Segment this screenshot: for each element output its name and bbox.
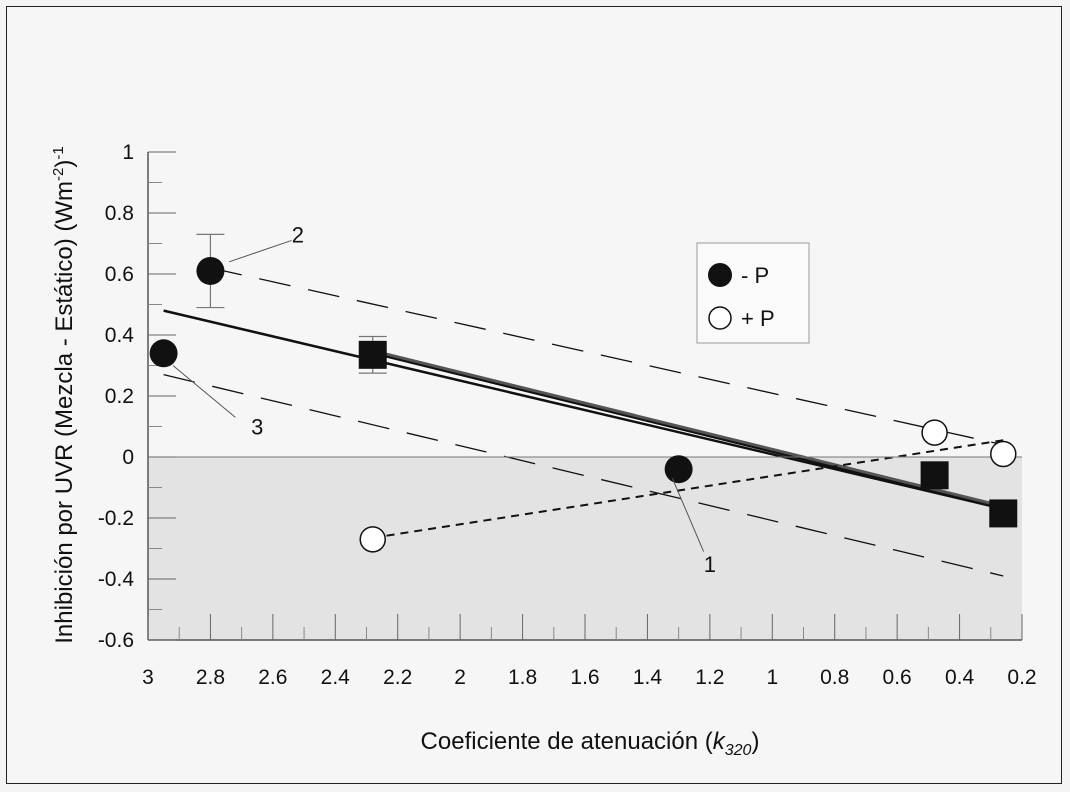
annotation-leader — [228, 239, 292, 263]
y-tick-label: -0.6 — [98, 629, 134, 652]
data-point-plus-p — [990, 440, 1017, 468]
fit-line-regression — [163, 309, 1004, 511]
data-point-minus-p — [196, 256, 225, 285]
annotation-label-1: 1 — [704, 552, 716, 577]
x-tick-label: 2.8 — [196, 666, 225, 689]
annotation-leader — [172, 365, 236, 418]
x-tick-label: 0.4 — [945, 666, 975, 689]
x-tick-label: 0.8 — [820, 666, 849, 689]
data-point-square — [920, 461, 949, 490]
x-axis-title: Coeficiente de atenuación (k320) — [421, 728, 760, 759]
x-tick-label: 2.2 — [383, 666, 412, 689]
legend-marker-minus-p — [708, 263, 732, 287]
legend: - P + P — [696, 242, 810, 344]
x-tick-label: 1 — [766, 666, 778, 689]
axes-layer: 1 0.8 0.6 0.4 0.2 0 -0.2 -0.4 -0.6 3 2.8 2.6 2.4 2.2 2… — [98, 141, 1037, 689]
annotations-layer: 1 2 3 — [172, 222, 716, 577]
annotation-label-2: 2 — [292, 222, 304, 247]
y-tick-label: -0.4 — [98, 568, 135, 591]
fit-line-upper-bound — [210, 267, 1004, 446]
y-tick-label: -0.2 — [98, 507, 134, 530]
annotation-label-3: 3 — [251, 415, 263, 440]
x-tick-label: 0.6 — [883, 666, 912, 689]
fit-line-fit-squares — [372, 352, 1004, 510]
x-tick-label: 1.6 — [570, 666, 599, 689]
x-tick-label: 2.4 — [321, 666, 351, 689]
y-tick-label: 1 — [122, 141, 134, 164]
data-point-square — [358, 340, 387, 369]
legend-label-plus-p: + P — [741, 306, 775, 331]
figure-frame — [6, 6, 1062, 784]
y-tick-label: 0.4 — [105, 324, 135, 347]
legend-marker-plus-p — [708, 306, 732, 330]
y-tick-label: 0.6 — [105, 263, 134, 286]
marks-layer — [149, 233, 1018, 553]
x-tick-label: 1.8 — [508, 666, 537, 689]
legend-box — [696, 242, 810, 344]
fit-line-squares-shadow — [372, 349, 1004, 509]
data-point-plus-p — [359, 526, 386, 553]
x-tick-label: 2.6 — [258, 666, 287, 689]
legend-label-minus-p: - P — [741, 263, 769, 288]
x-tick-label: 3 — [142, 666, 154, 689]
x-tick-label: 1.2 — [695, 666, 724, 689]
annotation-leader — [671, 478, 705, 552]
y-tick-label: 0.8 — [105, 202, 134, 225]
y-axis-title: Inhibición por UVR (Mezcla - Estático) (… — [50, 146, 78, 643]
data-point-minus-p — [149, 339, 178, 368]
fit-line-lower-bound — [163, 374, 1004, 577]
shaded-negative-region — [148, 457, 1022, 640]
y-tick-label: 0 — [122, 446, 134, 469]
x-tick-label: 0.2 — [1007, 666, 1036, 689]
x-tick-label: 2 — [454, 666, 466, 689]
y-tick-label: 0.2 — [105, 385, 134, 408]
data-point-plus-p — [921, 419, 948, 446]
x-tick-label: 1.4 — [633, 666, 663, 689]
data-point-minus-p — [664, 455, 693, 484]
data-point-square — [989, 499, 1018, 528]
lines-layer — [163, 267, 1004, 577]
